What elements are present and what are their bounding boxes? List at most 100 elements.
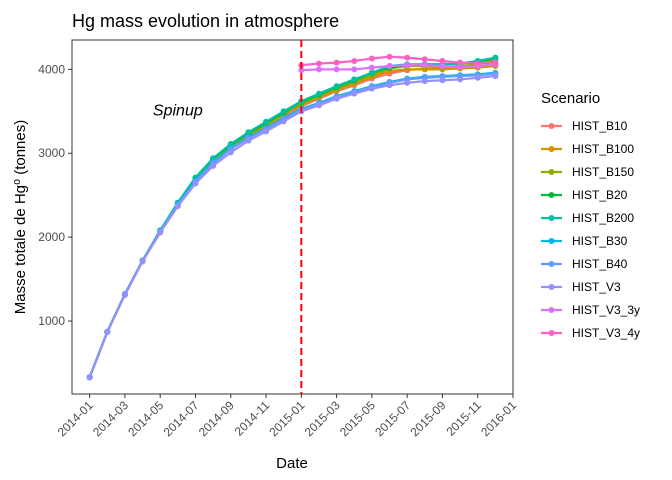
legend-key-point: [548, 146, 555, 152]
data-point: [315, 102, 322, 109]
data-point: [386, 63, 393, 70]
y-axis-title: Masse totale de Hg⁰ (tonnes): [12, 120, 29, 314]
x-tick-label: 2015-09: [408, 398, 449, 439]
chart-title: Hg mass evolution in atmosphere: [72, 11, 339, 31]
legend-key-point: [548, 215, 555, 221]
legend-item: HIST_V3_3y: [541, 303, 640, 317]
legend-key-point: [548, 261, 555, 267]
data-point: [457, 76, 464, 83]
series-HIST_V3_3y: [298, 61, 499, 74]
legend-label: HIST_V3: [572, 280, 621, 294]
data-point: [86, 374, 93, 381]
legend-item: HIST_B150: [541, 165, 634, 179]
legend-key-point: [548, 284, 555, 290]
legend-label: HIST_B150: [572, 165, 634, 179]
data-point: [157, 229, 164, 236]
data-point: [333, 95, 340, 102]
data-point: [351, 57, 358, 64]
data-point: [368, 69, 375, 76]
legend-label: HIST_B10: [572, 119, 628, 133]
legend-item: HIST_B200: [541, 211, 634, 225]
data-point: [174, 203, 181, 210]
legend-label: HIST_B20: [572, 188, 628, 202]
data-point: [315, 90, 322, 97]
legend-item: HIST_B100: [541, 142, 634, 156]
data-point: [351, 76, 358, 83]
y-tick-label: 4000: [38, 62, 65, 76]
x-tick-label: 2014-05: [125, 398, 166, 439]
data-point: [333, 66, 340, 73]
data-point: [439, 77, 446, 84]
data-point: [333, 83, 340, 90]
data-point: [457, 63, 464, 70]
data-point: [368, 85, 375, 92]
data-point: [404, 62, 411, 69]
data-point: [263, 128, 270, 135]
data-point: [421, 78, 428, 85]
data-point: [492, 54, 499, 61]
data-point: [104, 328, 111, 335]
data-point: [227, 141, 234, 148]
legend-label: HIST_B40: [572, 257, 628, 271]
legend-label: HIST_B30: [572, 234, 628, 248]
data-point: [315, 66, 322, 73]
data-point: [492, 73, 499, 80]
data-point: [210, 162, 217, 169]
data-point: [245, 129, 252, 136]
series-HIST_V3: [298, 73, 499, 115]
legend: Scenario HIST_B10 HIST_B100 HIST_B150 HIST_…: [541, 90, 640, 340]
data-point: [315, 60, 322, 67]
data-point: [280, 118, 287, 125]
data-point: [439, 57, 446, 64]
data-point: [368, 55, 375, 62]
data-point: [280, 108, 287, 115]
legend-item: HIST_B30: [541, 234, 628, 248]
x-tick-label: 2015-11: [443, 398, 484, 439]
data-point: [351, 66, 358, 73]
x-tick-label: 2015-07: [372, 398, 413, 439]
y-tick-label: 1000: [38, 314, 65, 328]
x-tick-label: 2015-01: [266, 398, 307, 439]
legend-label: HIST_B100: [572, 142, 634, 156]
data-point: [227, 149, 234, 156]
data-point: [298, 67, 305, 74]
data-point: [245, 137, 252, 144]
legend-item: HIST_B20: [541, 188, 628, 202]
data-point: [386, 53, 393, 60]
data-point: [421, 56, 428, 63]
legend-label: HIST_B200: [572, 211, 634, 225]
data-point: [474, 74, 481, 81]
y-axis: 1000 2000 3000 4000: [38, 62, 72, 328]
legend-key-point: [548, 169, 555, 175]
data-point: [474, 60, 481, 67]
data-point: [333, 59, 340, 66]
y-tick-label: 3000: [38, 146, 65, 160]
x-tick-label: 2014-09: [196, 398, 237, 439]
x-tick-label: 2015-05: [337, 398, 378, 439]
data-point: [439, 63, 446, 70]
legend-item: HIST_B10: [541, 119, 628, 133]
x-tick-label: 2014-11: [232, 398, 273, 439]
legend-key-point: [548, 238, 555, 244]
legend-label: HIST_V3_3y: [572, 303, 640, 317]
legend-title: Scenario: [541, 90, 600, 107]
data-point: [457, 59, 464, 66]
legend-key-point: [548, 307, 555, 313]
data-point: [404, 79, 411, 86]
data-point: [210, 155, 217, 162]
legend-label: HIST_V3_4y: [572, 326, 640, 340]
spinup-annotation: Spinup: [153, 102, 203, 119]
x-tick-label: 2014-07: [161, 398, 202, 439]
x-axis-title: Date: [276, 455, 308, 472]
legend-item: HIST_V3_4y: [541, 326, 640, 340]
data-point: [368, 64, 375, 71]
data-point: [386, 82, 393, 89]
data-point: [404, 54, 411, 61]
legend-item: HIST_B40: [541, 257, 628, 271]
data-point: [351, 90, 358, 97]
series-layer: [86, 53, 499, 381]
data-point: [492, 59, 499, 66]
series-HIST_V3_4y: [298, 53, 499, 69]
data-point: [121, 292, 128, 299]
